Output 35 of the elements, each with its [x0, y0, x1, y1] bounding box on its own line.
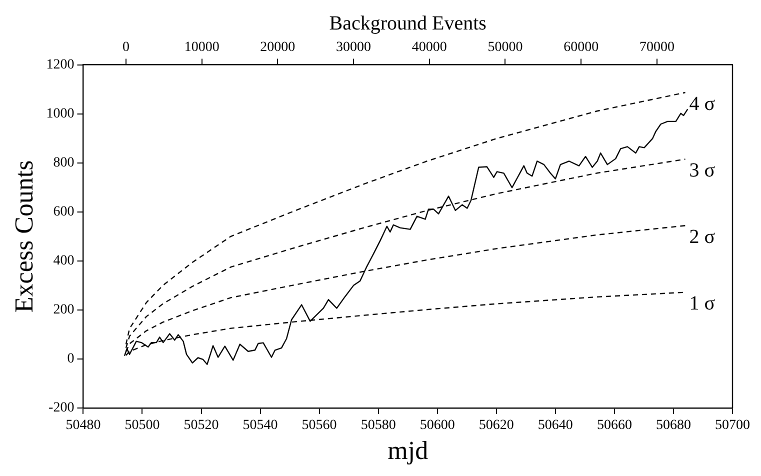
x-tick-label: 50540 [242, 418, 278, 434]
x-tick-label: 50680 [656, 418, 691, 434]
x2-tick-label: 0 [122, 40, 130, 56]
x2-tick-label: 50000 [488, 40, 523, 56]
series-label: 3 σ [689, 159, 716, 182]
x2-tick-label: 30000 [336, 40, 372, 56]
x-tick-label: 50500 [124, 418, 160, 434]
x-tick-label: 50580 [360, 418, 396, 434]
y-tick-label: 800 [53, 156, 74, 171]
x-tick-label: 50700 [715, 418, 750, 434]
x-tick-label: 50640 [538, 418, 573, 434]
x2-tick-label: 10000 [184, 40, 220, 56]
x2-tick-label: 60000 [564, 40, 599, 56]
y-tick-label: 0 [67, 352, 74, 367]
y-tick-label: 1000 [46, 106, 74, 122]
series-label: 4 σ [689, 92, 716, 115]
x-tick-label: 50480 [66, 418, 101, 434]
series-label: 1 σ [689, 292, 716, 315]
y-tick-label: 1200 [46, 57, 74, 72]
x-tick-label: 50560 [302, 418, 337, 434]
x-tick-label: 50520 [184, 418, 219, 434]
x2-axis-title: Background Events [329, 12, 487, 34]
y-tick-label: 400 [53, 254, 74, 269]
x-tick-label: 50620 [478, 418, 514, 434]
x2-tick-label: 20000 [260, 40, 296, 56]
x-axis-title: mjd [388, 436, 428, 466]
x-tick-label: 50600 [420, 418, 455, 434]
y-axis-title: Excess Counts [9, 160, 38, 313]
y-tick-label: 600 [53, 204, 74, 220]
series-label: 2 σ [689, 226, 716, 248]
x2-tick-label: 70000 [639, 40, 674, 56]
y-tick-label: -200 [48, 400, 74, 416]
y-tick-label: 200 [53, 302, 74, 318]
x-tick-label: 50660 [596, 418, 632, 434]
x2-tick-label: 40000 [412, 40, 447, 56]
